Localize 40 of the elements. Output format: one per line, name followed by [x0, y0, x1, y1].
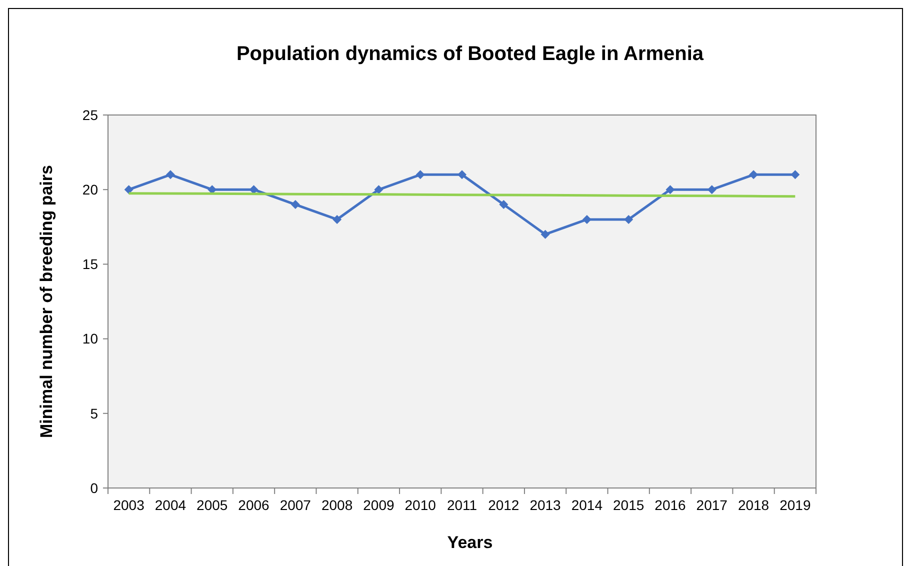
x-tick-label: 2013	[530, 497, 562, 513]
x-tick-label: 2010	[404, 497, 436, 513]
y-tick-label: 10	[82, 330, 98, 347]
x-tick-label: 2006	[238, 497, 270, 513]
y-axis-title: Minimal number of breeding pairs	[37, 165, 56, 438]
point	[624, 214, 634, 224]
point	[707, 185, 716, 194]
x-tick-label: 2019	[780, 497, 811, 513]
x-tick-label: 2004	[154, 497, 186, 513]
point	[374, 185, 384, 194]
y-tick-label: 0	[90, 480, 98, 496]
point	[166, 170, 175, 180]
x-tick-label: 2018	[738, 497, 770, 513]
x-tick-label: 2011	[446, 497, 478, 513]
point	[666, 185, 675, 194]
x-tick-label: 2007	[280, 497, 312, 513]
point	[499, 200, 508, 210]
point	[416, 170, 425, 180]
y-tick-label: 15	[82, 256, 98, 272]
point	[124, 185, 134, 194]
x-tick-label: 2008	[321, 497, 353, 513]
y-tick-label: 5	[90, 405, 98, 422]
point	[332, 214, 342, 224]
point	[540, 230, 550, 239]
x-tick-label: 2009	[363, 497, 394, 513]
point	[458, 170, 466, 180]
x-tick-label: 2014	[571, 497, 603, 513]
x-tick-label: 2012	[488, 497, 520, 513]
x-tick-label: 2017	[696, 497, 728, 513]
x-tick-label: 2003	[113, 497, 145, 513]
point	[582, 214, 592, 224]
point	[290, 200, 300, 210]
y-tick-label: 20	[82, 182, 98, 198]
x-tick-label: 2015	[613, 497, 644, 513]
point	[790, 170, 800, 180]
y-tick-label: 25	[82, 106, 98, 123]
chart-title: Population dynamics of Booted Eagle in Armenia	[236, 43, 704, 65]
x-tick-label: 2005	[196, 497, 228, 513]
x-axis-title: Years	[447, 533, 493, 552]
x-tick-label: 2016	[654, 497, 686, 513]
